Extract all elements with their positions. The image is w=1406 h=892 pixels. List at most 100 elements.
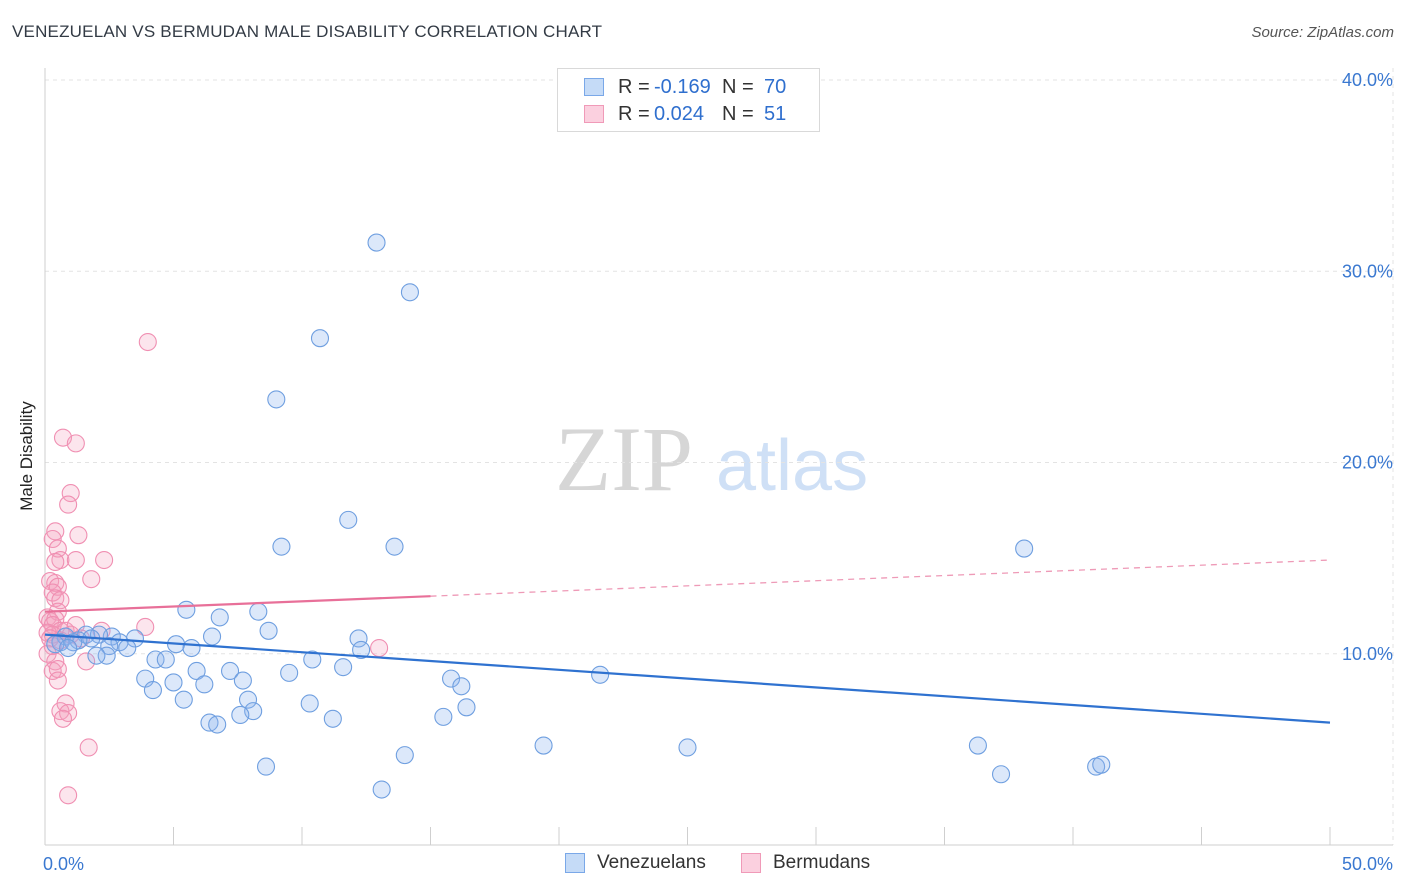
venezuelan-point bbox=[259, 621, 278, 640]
venezuelan-point bbox=[231, 705, 250, 725]
bottom-swatch-bermudans bbox=[741, 853, 761, 873]
bermudan-point bbox=[79, 738, 98, 757]
bermudan-point bbox=[53, 709, 73, 728]
y-tick-label: 20.0% bbox=[1342, 453, 1393, 473]
source-label: Source: ZipAtlas.com bbox=[1251, 24, 1394, 41]
venezuelan-point bbox=[118, 638, 137, 658]
venezuelan-point bbox=[97, 646, 116, 665]
venezuelan-point bbox=[146, 650, 165, 669]
venezuelan-point bbox=[125, 629, 144, 648]
y-tick-label: 30.0% bbox=[1342, 261, 1393, 281]
venezuelan-point bbox=[203, 627, 222, 646]
venezuelan-point bbox=[233, 671, 252, 690]
bermudan-point bbox=[38, 644, 57, 663]
bermudan-point bbox=[136, 617, 155, 637]
bermudan-point bbox=[77, 652, 96, 671]
venezuelan-point bbox=[339, 510, 358, 529]
venezuelan-point bbox=[591, 665, 610, 684]
correlation-legend: R = -0.169 N = 70 R = 0.024 N = 51 bbox=[557, 68, 820, 132]
venezuelan-point bbox=[64, 633, 83, 652]
venezuelan-point bbox=[300, 694, 319, 713]
venezuelan-point bbox=[349, 629, 368, 648]
venezuelan-point bbox=[143, 681, 162, 700]
venezuelan-point bbox=[303, 650, 322, 669]
y-tick-label: 40.0% bbox=[1342, 70, 1393, 90]
venezuelan-point bbox=[174, 690, 193, 709]
venezuelan-point bbox=[310, 329, 330, 348]
venezuelan-point bbox=[59, 638, 78, 658]
bottom-swatch-venezuelans bbox=[565, 853, 585, 873]
venezuelan-point bbox=[177, 600, 196, 619]
venezuelan-point bbox=[156, 650, 175, 669]
legend-row-venezuelans: R = -0.169 N = 70 bbox=[584, 74, 786, 100]
venezuelan-point bbox=[372, 780, 391, 799]
venezuelan-point bbox=[385, 537, 404, 556]
bermudan-point bbox=[59, 703, 78, 723]
bermudan-point bbox=[82, 570, 101, 589]
bermudans-trend-line bbox=[44, 595, 431, 613]
trend-lines bbox=[44, 559, 1331, 724]
bermudan-point bbox=[59, 786, 78, 805]
x-tick-label: 0.0% bbox=[43, 854, 84, 874]
legend-n-value: 51 bbox=[764, 102, 787, 125]
venezuelan-point bbox=[220, 661, 240, 681]
venezuelan-point bbox=[457, 698, 476, 717]
venezuelan-point bbox=[323, 709, 342, 728]
bermudan-point bbox=[138, 332, 157, 352]
legend-r-label: R = bbox=[618, 102, 650, 125]
venezuelan-point bbox=[280, 663, 299, 682]
bermudan-point bbox=[370, 638, 389, 658]
bermudans-points bbox=[38, 332, 389, 805]
bottom-legend-venezuelans: Venezuelans bbox=[565, 852, 706, 874]
chart-title: VENEZUELAN VS BERMUDAN MALE DISABILITY C… bbox=[12, 22, 603, 41]
venezuelan-point bbox=[272, 537, 291, 556]
venezuelan-point bbox=[249, 602, 268, 621]
venezuelans-points bbox=[46, 233, 1111, 799]
venezuelan-point bbox=[210, 608, 229, 627]
legend-n-value: 70 bbox=[764, 75, 787, 98]
bermudan-point bbox=[48, 671, 67, 690]
legend-swatch-bermudans bbox=[584, 105, 604, 123]
bermudan-point bbox=[51, 591, 70, 610]
venezuelan-point bbox=[1092, 755, 1111, 774]
venezuelans-trend-line bbox=[44, 633, 1331, 724]
watermark-atlas: atlas bbox=[716, 426, 868, 506]
bermudan-point bbox=[46, 552, 65, 572]
venezuelan-point bbox=[87, 646, 106, 665]
bermudan-point bbox=[43, 529, 62, 549]
legend-r-value: -0.169 bbox=[654, 75, 711, 98]
legend-n-label: N = bbox=[722, 102, 754, 125]
bermudan-point bbox=[66, 550, 85, 570]
venezuelan-point bbox=[678, 738, 697, 757]
venezuelan-point bbox=[334, 658, 353, 677]
venezuelan-point bbox=[442, 669, 461, 688]
legend-r-label: R = bbox=[618, 75, 650, 98]
venezuelan-point bbox=[238, 690, 258, 709]
venezuelan-point bbox=[991, 765, 1011, 784]
watermark-zip: ZIP bbox=[555, 408, 693, 510]
venezuelan-point bbox=[352, 640, 371, 659]
venezuelan-point bbox=[256, 757, 276, 776]
bermudan-point bbox=[95, 550, 114, 570]
venezuelan-point bbox=[187, 661, 206, 681]
bottom-legend-label-bermudans: Bermudans bbox=[773, 852, 871, 873]
venezuelan-point bbox=[1015, 539, 1034, 558]
venezuelan-point bbox=[434, 707, 453, 726]
bermudan-point bbox=[48, 539, 67, 558]
legend-row-bermudans: R = 0.024 N = 51 bbox=[584, 101, 786, 127]
bermudans-trend-line-dashed bbox=[430, 559, 1331, 597]
venezuelan-point bbox=[534, 736, 553, 755]
venezuelan-point bbox=[452, 677, 471, 696]
bermudan-point bbox=[69, 526, 88, 545]
venezuelan-point bbox=[400, 283, 419, 302]
venezuelan-point bbox=[164, 673, 183, 692]
venezuelan-point bbox=[208, 715, 227, 734]
venezuelan-point bbox=[367, 233, 386, 252]
axes bbox=[44, 68, 1393, 846]
bottom-legend-label-venezuelans: Venezuelans bbox=[597, 852, 706, 873]
venezuelan-point bbox=[968, 736, 987, 755]
venezuelan-point bbox=[267, 390, 286, 409]
venezuelan-point bbox=[395, 746, 414, 765]
bermudan-point bbox=[48, 577, 67, 596]
